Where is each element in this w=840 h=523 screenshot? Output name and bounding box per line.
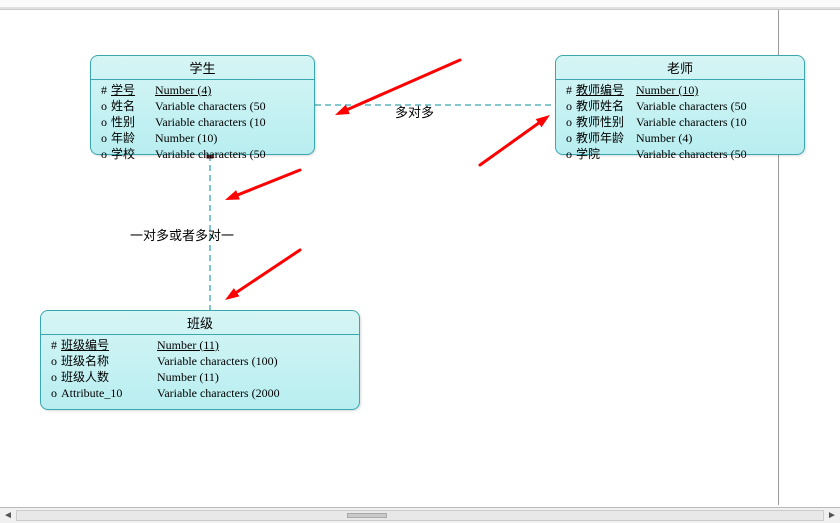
attr-name: 班级名称 [61, 353, 153, 369]
entity-attr-row: o姓名Variable characters (50 [97, 98, 308, 114]
entity-attr-row: o教师性别Variable characters (10 [562, 114, 798, 130]
attr-type: Number (11) [157, 337, 219, 353]
attr-type: Variable characters (50 [155, 146, 266, 162]
entity-teacher[interactable]: 老师 #教师编号Number (10)o教师姓名Variable charact… [555, 55, 805, 155]
attr-marker: o [47, 385, 61, 401]
attr-name: 姓名 [111, 98, 151, 114]
attr-name: 年龄 [111, 130, 151, 146]
attr-type: Number (10) [155, 130, 217, 146]
relationship-label-one-to-many: 一对多或者多对一 [130, 225, 234, 244]
attr-type: Variable characters (100) [157, 353, 278, 369]
attr-marker: # [97, 82, 111, 98]
attr-type: Number (4) [155, 82, 211, 98]
attr-name: 学院 [576, 146, 632, 162]
attr-type: Variable characters (50 [636, 98, 747, 114]
scroll-left-arrow-icon[interactable]: ◄ [0, 508, 16, 523]
attr-marker: # [562, 82, 576, 98]
entity-attr-row: o班级名称Variable characters (100) [47, 353, 353, 369]
entity-attr-row: #学号Number (4) [97, 82, 308, 98]
entity-attr-row: o年龄Number (10) [97, 130, 308, 146]
attr-marker: o [97, 98, 111, 114]
entity-attr-row: #教师编号Number (10) [562, 82, 798, 98]
attr-type: Variable characters (10 [636, 114, 747, 130]
entity-attr-row: oAttribute_10Variable characters (2000 [47, 385, 353, 401]
attr-name: 学校 [111, 146, 151, 162]
attr-name: 教师姓名 [576, 98, 632, 114]
entity-student[interactable]: 学生 #学号Number (4)o姓名Variable characters (… [90, 55, 315, 155]
attr-marker: o [97, 130, 111, 146]
entity-attr-row: o班级人数Number (11) [47, 369, 353, 385]
attr-marker: o [562, 98, 576, 114]
attr-marker: # [47, 337, 61, 353]
attr-name: 班级编号 [61, 337, 153, 353]
attr-type: Variable characters (2000 [157, 385, 280, 401]
entity-attrs: #教师编号Number (10)o教师姓名Variable characters… [556, 80, 804, 166]
attr-name: Attribute_10 [61, 385, 153, 401]
attr-type: Number (4) [636, 130, 692, 146]
entity-attrs: #班级编号Number (11)o班级名称Variable characters… [41, 335, 359, 405]
attr-marker: o [562, 130, 576, 146]
relationship-label-many-to-many: 多对多 [395, 102, 434, 121]
attr-name: 教师性别 [576, 114, 632, 130]
entity-attrs: #学号Number (4)o姓名Variable characters (50o… [91, 80, 314, 166]
attr-name: 班级人数 [61, 369, 153, 385]
attr-name: 教师编号 [576, 82, 632, 98]
entity-attr-row: o学院Variable characters (50 [562, 146, 798, 162]
scroll-right-arrow-icon[interactable]: ► [824, 508, 840, 523]
attr-marker: o [562, 114, 576, 130]
entity-attr-row: #班级编号Number (11) [47, 337, 353, 353]
attr-marker: o [97, 114, 111, 130]
attr-type: Variable characters (50 [636, 146, 747, 162]
attr-marker: o [97, 146, 111, 162]
attr-marker: o [47, 369, 61, 385]
scrollbar-track[interactable] [16, 510, 824, 521]
window-top-border [0, 0, 840, 10]
entity-attr-row: o学校Variable characters (50 [97, 146, 308, 162]
attr-marker: o [562, 146, 576, 162]
attr-marker: o [47, 353, 61, 369]
attr-type: Variable characters (10 [155, 114, 266, 130]
scrollbar-thumb[interactable] [347, 513, 387, 518]
horizontal-scrollbar[interactable]: ◄ ► [0, 507, 840, 523]
attr-name: 性别 [111, 114, 151, 130]
entity-attr-row: o教师姓名Variable characters (50 [562, 98, 798, 114]
attr-type: Variable characters (50 [155, 98, 266, 114]
entity-class[interactable]: 班级 #班级编号Number (11)o班级名称Variable charact… [40, 310, 360, 410]
entity-attr-row: o教师年龄Number (4) [562, 130, 798, 146]
attr-type: Number (11) [157, 369, 219, 385]
attr-type: Number (10) [636, 82, 698, 98]
entity-attr-row: o性别Variable characters (10 [97, 114, 308, 130]
entity-title: 学生 [91, 56, 314, 80]
entity-title: 老师 [556, 56, 804, 80]
attr-name: 教师年龄 [576, 130, 632, 146]
entity-title: 班级 [41, 311, 359, 335]
attr-name: 学号 [111, 82, 151, 98]
